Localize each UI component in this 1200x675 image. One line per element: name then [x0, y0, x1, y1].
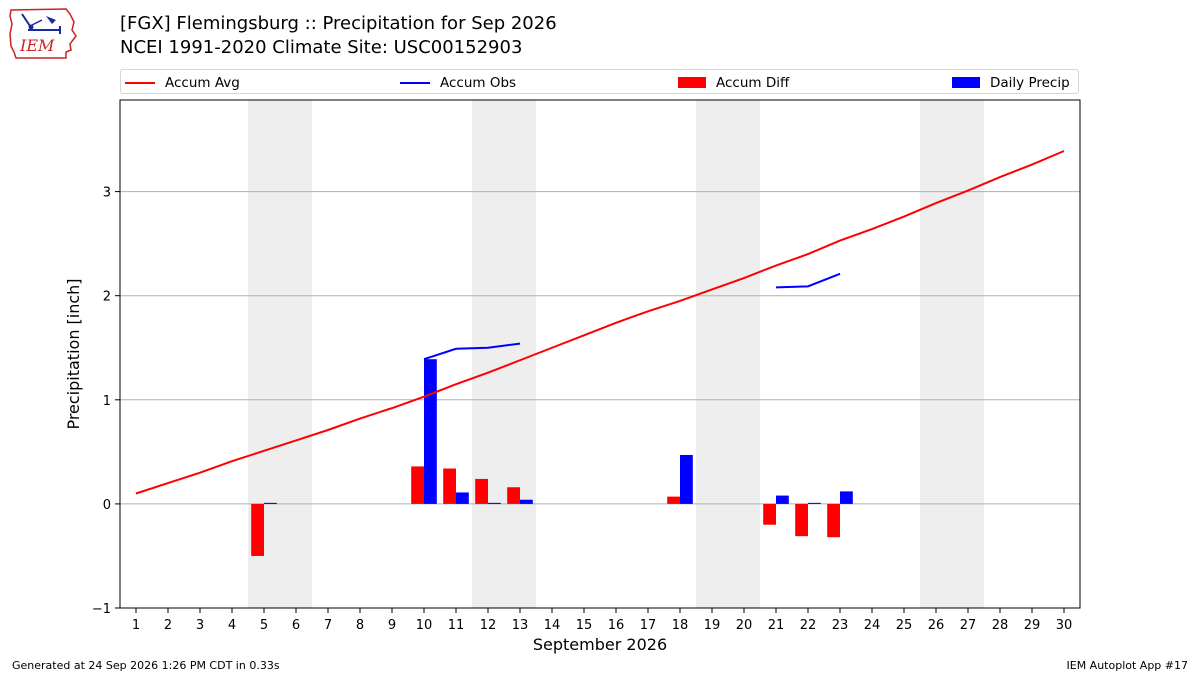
x-tick-label: 22 [800, 618, 817, 633]
x-tick-label: 16 [608, 618, 625, 633]
weekend-band [696, 100, 760, 608]
bars [251, 359, 853, 556]
x-tick-label: 2 [164, 618, 172, 633]
x-tick-label: 28 [992, 618, 1009, 633]
chart-legend: Accum Avg Accum Obs Accum Diff Daily Pre… [120, 69, 1079, 94]
accum-diff-bar [251, 503, 264, 556]
chart-title: [FGX] Flemingsburg :: Precipitation for … [120, 13, 557, 34]
legend-label-accum-obs: Accum Obs [440, 74, 517, 91]
accum-diff-bar [443, 468, 456, 504]
accum-diff-bar [763, 503, 776, 525]
daily-precip-bar [488, 502, 501, 504]
x-tick-label: 27 [960, 618, 977, 633]
x-tick-label: 13 [512, 618, 529, 633]
x-tick-label: 21 [768, 618, 785, 633]
logo-text: IEM [20, 36, 55, 55]
weekend-band [920, 100, 984, 608]
accum-diff-bar [507, 487, 520, 504]
x-tick-label: 17 [640, 618, 657, 633]
x-tick-label: 10 [416, 618, 433, 633]
x-tick-label: 20 [736, 618, 753, 633]
x-tick-label: 15 [576, 618, 593, 633]
daily-precip-bar [424, 359, 437, 504]
legend-item-accum-avg: Accum Avg [125, 70, 240, 95]
x-tick-label: 11 [448, 618, 465, 633]
x-tick-label: 14 [544, 618, 561, 633]
legend-item-accum-obs: Accum Obs [400, 70, 516, 95]
y-tick-label: 2 [103, 290, 111, 305]
x-axis-label: September 2026 [533, 635, 667, 654]
daily-precip-bar [680, 454, 693, 504]
x-tick-label: 7 [324, 618, 332, 633]
x-tick-label: 6 [292, 618, 300, 633]
x-tick-label: 3 [196, 618, 204, 633]
daily-precip-bar [520, 499, 533, 504]
iem-logo: IEM [8, 6, 80, 60]
legend-item-accum-diff: Accum Diff [678, 70, 789, 95]
daily-precip-bar [456, 492, 469, 504]
chart-subtitle: NCEI 1991-2020 Climate Site: USC00152903 [120, 37, 523, 58]
legend-swatch-accum-diff [678, 77, 706, 88]
daily-precip-bar [808, 502, 821, 504]
plot-frame [119, 99, 1081, 609]
accum-avg-line [135, 150, 1065, 495]
x-tick-label: 25 [896, 618, 913, 633]
accum-diff-bar [827, 503, 840, 538]
x-tick-label: 23 [832, 618, 849, 633]
x-tick-label: 29 [1024, 618, 1041, 633]
generated-timestamp: Generated at 24 Sep 2026 1:26 PM CDT in … [12, 659, 280, 672]
legend-swatch-accum-obs [400, 81, 430, 84]
daily-precip-bar [264, 502, 277, 504]
legend-swatch-daily-precip [952, 77, 980, 88]
x-tick-label: 19 [704, 618, 721, 633]
y-tick-label: 1 [103, 394, 111, 409]
y-tick-label: 3 [103, 186, 111, 201]
x-tick-label: 4 [228, 618, 236, 633]
y-tick-label: 0 [103, 498, 111, 513]
x-tick-label: 5 [260, 618, 268, 633]
weekend-shading [248, 100, 984, 608]
daily-precip-bar [840, 491, 853, 504]
accum-obs-line [423, 342, 521, 361]
legend-label-accum-diff: Accum Diff [716, 74, 790, 91]
accum-diff-bar [411, 466, 424, 504]
x-tick-label: 1 [132, 618, 140, 633]
accum-diff-bar [475, 478, 488, 504]
legend-label-accum-avg: Accum Avg [165, 74, 240, 91]
accum-diff-bar [795, 503, 808, 537]
legend-swatch-accum-avg [125, 81, 155, 84]
x-tick-label: 30 [1056, 618, 1073, 633]
x-tick-label: 8 [356, 618, 364, 633]
legend-item-daily-precip: Daily Precip [952, 70, 1070, 95]
weekend-band [472, 100, 536, 608]
daily-precip-bar [776, 495, 789, 504]
y-axis-label: Precipitation [inch] [64, 278, 83, 429]
x-tick-label: 26 [928, 618, 945, 633]
legend-label-daily-precip: Daily Precip [990, 74, 1070, 91]
x-tick-label: 18 [672, 618, 689, 633]
accum-obs-line [775, 272, 841, 289]
x-tick-label: 12 [480, 618, 497, 633]
x-tick-label: 9 [388, 618, 396, 633]
y-tick-label: −1 [92, 602, 111, 617]
x-tick-label: 24 [864, 618, 881, 633]
autoplot-app-label: IEM Autoplot App #17 [1066, 659, 1189, 672]
gridlines [120, 191, 1080, 505]
accum-diff-bar [667, 496, 680, 504]
lines [135, 150, 1065, 495]
iem-logo-graphic [9, 8, 77, 59]
